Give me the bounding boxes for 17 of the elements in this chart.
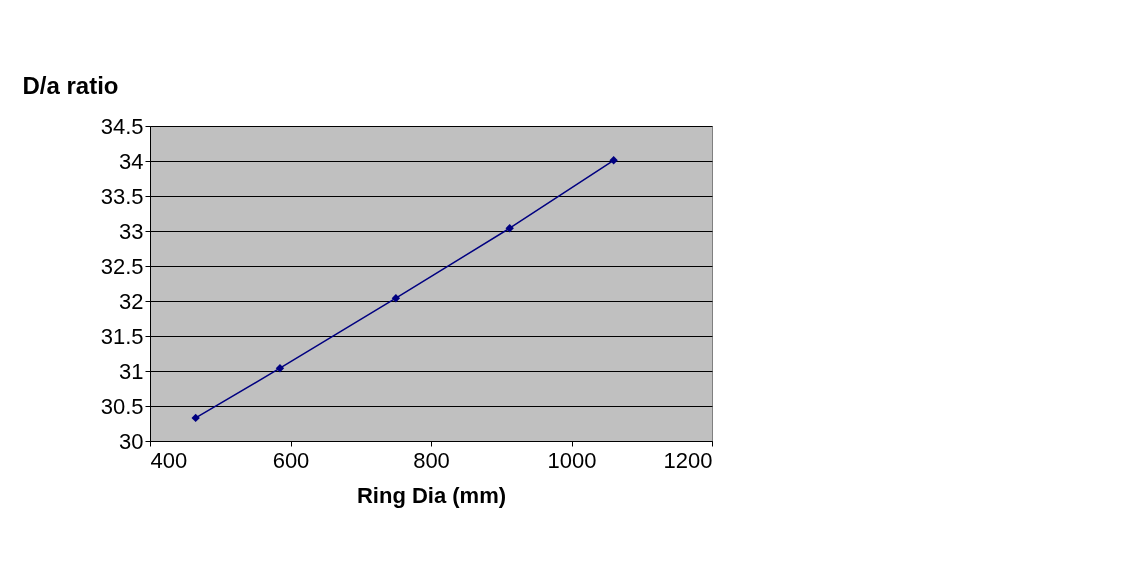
y-axis-title: D/a ratio — [22, 71, 119, 99]
x-tick-label: 400 — [150, 447, 188, 473]
x-tick-label: 1000 — [547, 447, 597, 473]
y-tick-label: 31.5 — [100, 323, 144, 349]
y-tick-label: 30 — [119, 428, 144, 454]
y-tick-label: 30.5 — [100, 393, 144, 419]
x-axis-title: Ring Dia (mm) — [356, 482, 507, 508]
x-tick-label: 600 — [272, 447, 310, 473]
y-tick-label: 32 — [119, 288, 144, 314]
x-tick-label: 800 — [413, 447, 450, 473]
y-tick-label: 32.5 — [100, 253, 144, 279]
y-tick-label: 34.5 — [100, 113, 144, 139]
y-tick-label: 33 — [119, 218, 144, 244]
y-tick-label: 33.5 — [100, 183, 144, 209]
y-tick-label: 31 — [119, 358, 144, 384]
y-tick-label: 34 — [119, 148, 144, 174]
x-tick-label: 1200 — [663, 447, 713, 473]
